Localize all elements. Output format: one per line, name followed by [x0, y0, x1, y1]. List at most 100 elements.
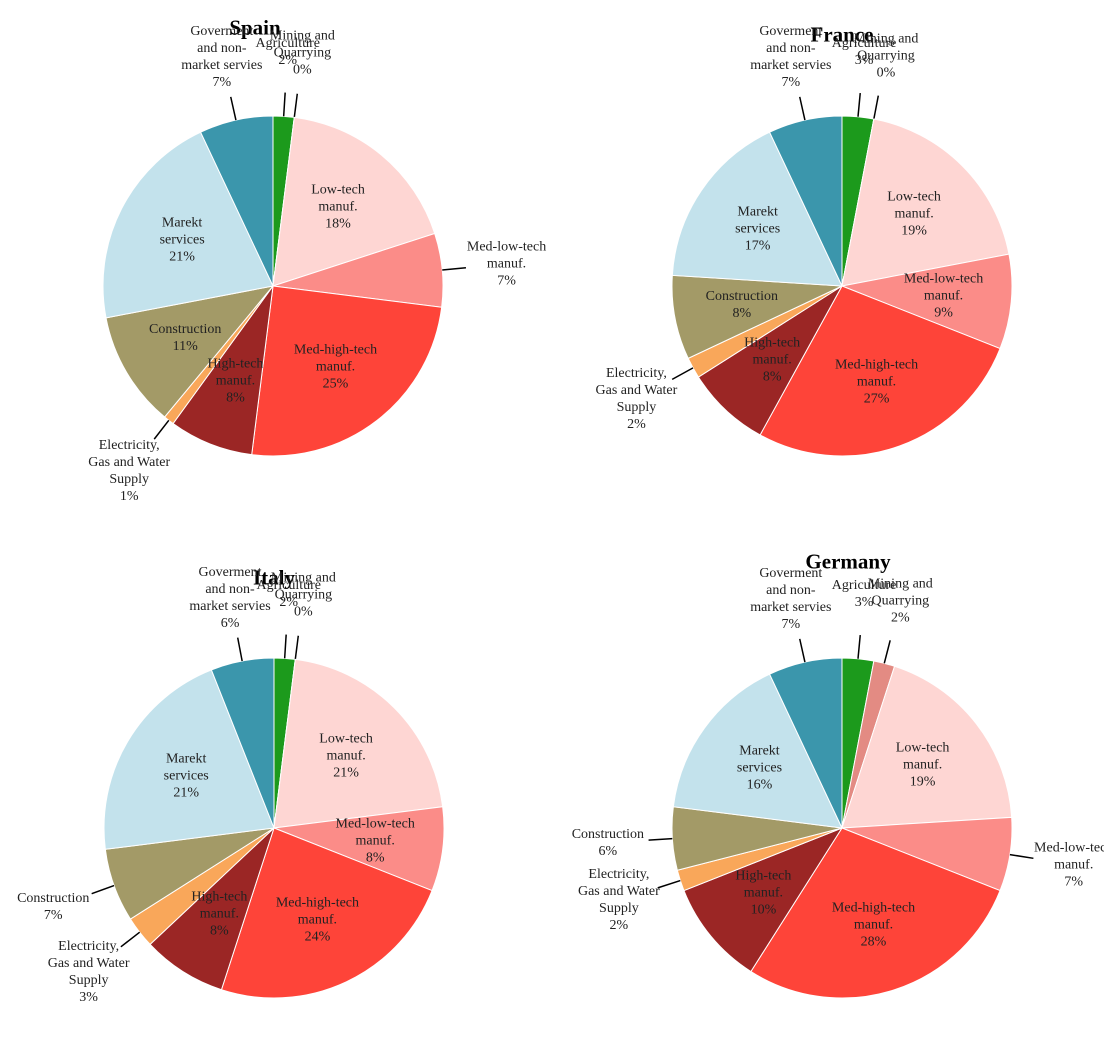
leader-line — [283, 634, 287, 659]
value-label: 3% — [79, 989, 98, 1005]
category-label: Agriculture — [255, 35, 320, 51]
leader-line — [442, 267, 467, 271]
slice-label: Goverment and non-market servies 6% — [188, 564, 272, 632]
category-label: High-tech manuf. — [744, 335, 801, 368]
leader-line — [294, 635, 300, 660]
value-label: 8% — [762, 369, 782, 385]
value-label: 0% — [293, 62, 312, 78]
category-label: Construction — [705, 289, 778, 305]
pie-slice — [199, 115, 274, 287]
category-label: Marekt services — [735, 204, 781, 237]
leader-line — [873, 95, 880, 120]
category-label: Med-high-tech manuf. — [834, 357, 919, 390]
slice-label: Agriculture 2% — [247, 577, 331, 611]
value-label: 3% — [854, 595, 874, 611]
leader-line — [857, 634, 861, 659]
value-label: 2% — [627, 417, 646, 433]
value-label: 0% — [294, 604, 313, 620]
slice-label: Construction 7% — [11, 890, 95, 924]
category-label: Agriculture — [831, 36, 897, 52]
slice-label: High-tech manuf. 10% — [721, 868, 805, 919]
value-label: 28% — [860, 934, 887, 950]
leader-line — [798, 96, 806, 121]
value-label: 17% — [744, 238, 771, 254]
slice-label: Construction 6% — [566, 826, 650, 860]
leader-line — [648, 837, 673, 841]
value-label: 18% — [325, 216, 351, 232]
slice-label: Construction 8% — [700, 288, 784, 322]
value-label: 7% — [43, 908, 63, 924]
slice-label: Med-low-tech manuf. 8% — [333, 815, 417, 866]
leader-line — [236, 637, 243, 662]
chart-title: Spain — [229, 15, 281, 40]
slice-label: Electricity, Gas and Water Supply 3% — [47, 938, 131, 1006]
leader-line — [153, 419, 170, 440]
pie-slice — [841, 665, 1013, 829]
pie-slice — [768, 115, 843, 287]
pie-slice — [273, 658, 444, 829]
category-label: Mining and Quarrying — [867, 576, 933, 609]
slice-label: Mining and Quarrying 0% — [261, 570, 345, 621]
leader-line — [883, 640, 891, 664]
category-label: Med-high-tech manuf. — [831, 900, 916, 933]
leader-line — [229, 96, 237, 121]
pie-slice — [683, 826, 844, 973]
slice-label: Marekt services 21% — [140, 214, 224, 265]
value-label: 9% — [934, 305, 953, 321]
slice-label: High-tech manuf. 8% — [193, 355, 277, 406]
category-label: High-tech manuf. — [191, 889, 248, 922]
pie-slice — [840, 253, 1013, 350]
value-label: 19% — [909, 774, 936, 790]
slice-label: Electricity, Gas and Water Supply 2% — [577, 866, 661, 934]
value-label: 8% — [732, 306, 752, 322]
slice-label: Med-high-tech manuf. 27% — [835, 356, 919, 407]
value-label: 24% — [304, 929, 331, 945]
value-label: 21% — [333, 765, 359, 781]
slice-label: High-tech manuf. 8% — [177, 889, 261, 940]
pie-slice — [210, 657, 275, 829]
value-label: 25% — [322, 376, 349, 392]
slice-label: Mining and Quarrying 2% — [858, 575, 942, 626]
slice-label: Med-high-tech manuf. 25% — [294, 341, 378, 392]
pie-slice — [251, 285, 443, 457]
pie-slice — [272, 116, 436, 287]
value-label: 21% — [173, 785, 200, 801]
category-label: Electricity, Gas and Water Supply — [47, 938, 130, 988]
category-label: Goverment and non-market servies — [750, 566, 832, 616]
leader-line — [671, 367, 694, 381]
value-label: 7% — [781, 75, 801, 91]
pie-slice — [768, 657, 843, 829]
value-label: 19% — [901, 223, 927, 239]
category-label: Construction — [149, 321, 222, 337]
chart-title: Germany — [805, 549, 891, 574]
leader-line — [293, 93, 299, 118]
category-label: Electricity, Gas and Water Supply — [595, 366, 678, 416]
slice-label: Low-tech manuf. 19% — [872, 188, 956, 239]
pie-slice — [220, 827, 433, 999]
leader-line — [282, 92, 286, 117]
category-label: Mining and Quarrying — [853, 31, 919, 64]
value-label: 2% — [890, 610, 910, 626]
category-label: Marekt services — [159, 215, 205, 248]
category-label: Goverment and non-market servies — [181, 24, 263, 74]
value-label: 1% — [119, 489, 139, 505]
category-label: Med-low-tech manuf. — [903, 271, 984, 304]
slice-label: Agriculture 3% — [822, 577, 906, 611]
pie-slice — [759, 285, 1001, 457]
value-label: 6% — [220, 615, 240, 631]
category-label: Electricity, Gas and Water Supply — [88, 438, 171, 488]
category-label: Low-tech manuf. — [319, 731, 373, 764]
slice-label: Marekt services 17% — [716, 203, 800, 254]
slice-label: Electricity, Gas and Water Supply 1% — [87, 437, 171, 505]
slice-label: High-tech manuf. 8% — [730, 335, 814, 386]
category-label: Construction — [17, 891, 90, 907]
leader-line — [857, 92, 861, 117]
slice-label: Med-high-tech manuf. 28% — [832, 900, 916, 951]
slice-label: Med-low-tech manuf. 9% — [902, 270, 986, 321]
value-label: 3% — [854, 53, 874, 69]
category-label: High-tech manuf. — [207, 356, 264, 389]
pie-slice — [841, 118, 1010, 287]
value-label: 2% — [278, 52, 298, 68]
category-label: High-tech manuf. — [735, 868, 792, 901]
